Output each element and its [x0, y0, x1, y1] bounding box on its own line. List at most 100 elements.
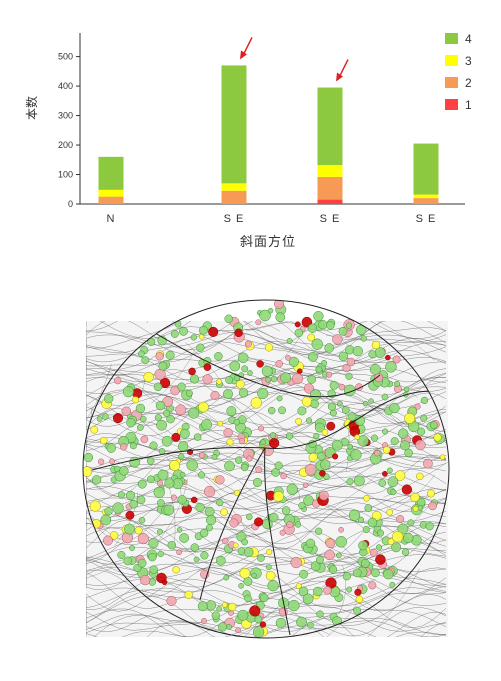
- contour-line: [270, 329, 303, 369]
- tree-marker: [301, 396, 312, 407]
- tree-marker: [190, 496, 198, 504]
- tree-marker: [310, 561, 321, 571]
- tree-marker: [327, 562, 336, 571]
- tree-marker: [378, 560, 388, 569]
- tree-marker: [426, 421, 436, 432]
- contour-line: [86, 567, 447, 597]
- tree-marker: [357, 556, 367, 567]
- tree-marker: [290, 556, 302, 569]
- tree-marker: [166, 404, 174, 413]
- tree-marker: [323, 473, 330, 480]
- bar-segment-3-3: [413, 194, 439, 199]
- tree-marker: [110, 476, 118, 483]
- tree-marker: [211, 453, 218, 460]
- tree-marker: [179, 326, 188, 336]
- contour-line: [86, 497, 447, 541]
- tree-marker: [137, 567, 149, 579]
- tree-marker: [306, 621, 314, 629]
- tree-marker: [379, 377, 390, 388]
- tree-marker: [408, 420, 420, 433]
- tree-marker: [307, 375, 316, 384]
- tree-marker: [368, 350, 377, 359]
- tree-marker: [240, 463, 249, 472]
- tree-marker: [198, 401, 209, 413]
- tree-marker: [307, 467, 317, 477]
- tree-marker: [372, 528, 381, 537]
- tree-marker: [90, 425, 99, 434]
- tree-marker: [324, 549, 335, 561]
- tree-marker: [147, 338, 156, 346]
- contour-line: [86, 624, 377, 637]
- tree-marker: [389, 581, 396, 588]
- tree-marker: [140, 574, 151, 586]
- tree-marker: [155, 352, 164, 361]
- tree-marker: [261, 365, 273, 377]
- tree-marker: [207, 488, 215, 495]
- ridge-line: [264, 447, 291, 636]
- tree-marker: [313, 311, 324, 322]
- tree-marker: [363, 495, 370, 502]
- tree-marker: [323, 586, 332, 595]
- tree-marker: [158, 448, 166, 455]
- tree-marker: [307, 333, 316, 342]
- tree-marker: [149, 565, 158, 574]
- y-tick-label: 500: [58, 52, 73, 62]
- tree-marker: [326, 321, 335, 330]
- tree-marker: [411, 503, 423, 516]
- tree-marker: [156, 350, 165, 359]
- tree-marker: [223, 389, 233, 399]
- tree-marker: [385, 361, 397, 373]
- tree-marker: [286, 521, 294, 529]
- tree-marker: [109, 458, 115, 465]
- tree-marker: [102, 413, 109, 420]
- red-arrow: [336, 59, 349, 82]
- tree-marker: [352, 568, 362, 578]
- tree-marker: [269, 438, 280, 449]
- tree-marker: [172, 566, 180, 574]
- tree-marker: [358, 540, 368, 551]
- tree-marker: [265, 376, 271, 383]
- y-tick-label: 200: [58, 140, 73, 150]
- tree-marker: [223, 574, 230, 581]
- contour-line: [86, 406, 93, 434]
- contour-line: [234, 600, 298, 637]
- tree-marker: [154, 414, 162, 422]
- tree-marker: [234, 456, 243, 464]
- tree-marker: [368, 398, 374, 404]
- tree-marker: [213, 475, 222, 484]
- tree-marker: [360, 545, 371, 555]
- tree-marker: [316, 362, 326, 373]
- tree-marker: [310, 399, 319, 409]
- tree-marker: [258, 439, 271, 451]
- tree-marker: [314, 422, 325, 433]
- tree-marker: [373, 525, 382, 533]
- tree-marker: [258, 425, 265, 432]
- contour-line: [86, 429, 447, 459]
- tree-marker: [400, 440, 410, 451]
- tree-marker: [224, 544, 234, 554]
- tree-marker: [179, 428, 190, 439]
- contour-line: [86, 456, 447, 474]
- tree-marker: [224, 314, 233, 324]
- tree-marker: [426, 489, 435, 498]
- ridge-line: [91, 390, 446, 471]
- tree-marker: [83, 466, 93, 477]
- contour-line: [86, 444, 447, 475]
- tree-marker: [342, 572, 351, 581]
- contour-line: [86, 486, 447, 503]
- bar-segment-4-3: [413, 143, 439, 195]
- tree-marker: [243, 576, 253, 586]
- tree-marker: [375, 544, 383, 551]
- contour-line: [86, 387, 447, 415]
- tree-marker: [430, 499, 438, 507]
- contour-line: [114, 492, 138, 547]
- tree-marker: [83, 452, 94, 463]
- tree-marker: [257, 554, 265, 562]
- tree-marker: [254, 517, 264, 527]
- contour-line: [367, 568, 420, 637]
- tree-marker: [386, 380, 393, 388]
- tree-marker: [177, 382, 186, 391]
- tree-marker: [172, 478, 184, 490]
- contour-line: [86, 321, 447, 356]
